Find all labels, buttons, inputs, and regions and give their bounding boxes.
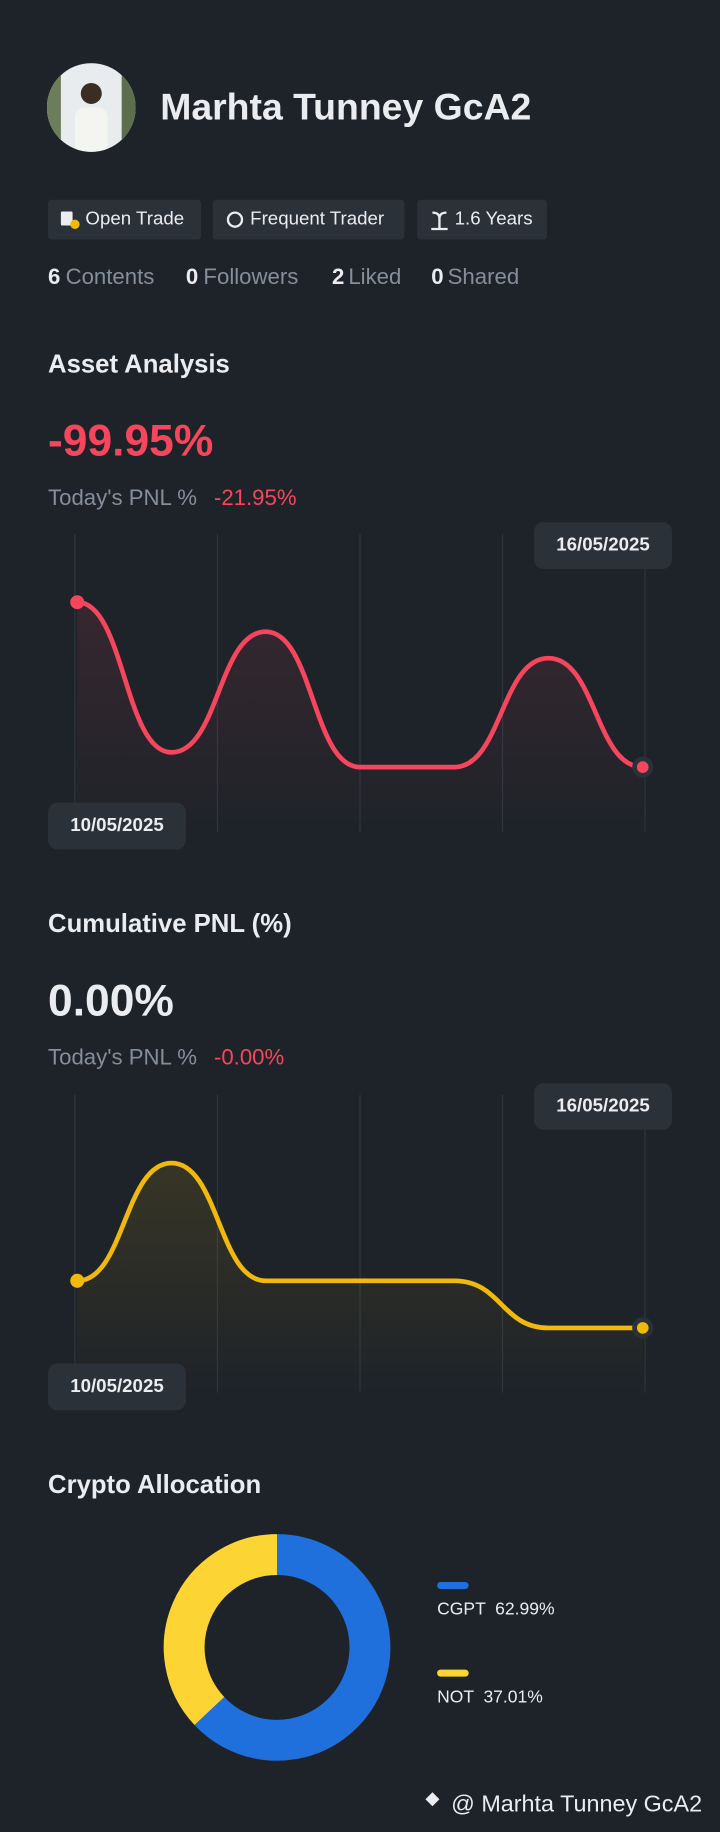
donut-segment xyxy=(163,1534,278,1726)
stat-count: 2 xyxy=(332,264,344,289)
line-area xyxy=(77,1163,643,1393)
end-point xyxy=(632,756,654,778)
tag xyxy=(212,199,405,240)
end-point xyxy=(70,1273,85,1288)
big-value: -99.95% xyxy=(48,417,213,466)
end-point xyxy=(632,1317,654,1339)
legend-label: CGPT xyxy=(437,1599,486,1619)
stat-label: Followers xyxy=(203,264,298,289)
tag xyxy=(48,199,202,240)
tag-icon xyxy=(60,211,73,226)
stat-label: Liked xyxy=(348,264,401,289)
section-title: Crypto Allocation xyxy=(48,1471,261,1499)
date-box xyxy=(534,1083,672,1130)
date-label: 10/05/2025 xyxy=(70,814,164,835)
tag-label: 1.6 Years xyxy=(455,208,533,229)
stats: 6 Contents 0 Followers 2 Liked 0 Shared xyxy=(48,264,519,289)
date-box xyxy=(48,802,186,850)
logo xyxy=(425,1792,440,1807)
big-value: 0.00% xyxy=(48,976,174,1025)
date-label: 10/05/2025 xyxy=(70,1375,164,1396)
stat-count: 0 xyxy=(186,264,198,289)
legend-swatch xyxy=(437,1581,469,1589)
tag-icon xyxy=(226,211,244,228)
legend-value: 62.99% xyxy=(495,1599,554,1619)
tag-icon xyxy=(431,211,448,231)
date-label: 16/05/2025 xyxy=(556,534,650,555)
today-label: Today's PNL % xyxy=(48,1044,197,1069)
tags: Open Trade Frequent Trader 1.6 Years xyxy=(48,199,547,240)
today-value: -0.00% xyxy=(214,1044,284,1069)
stat-label: Shared xyxy=(448,264,520,289)
tag-label: Frequent Trader xyxy=(250,208,384,229)
legend-label: NOT xyxy=(437,1686,474,1706)
end-point xyxy=(70,595,85,610)
stat-count: 0 xyxy=(431,264,443,289)
tag-label: Open Trade xyxy=(85,208,184,229)
date-label: 16/05/2025 xyxy=(556,1094,650,1115)
line-area xyxy=(77,602,643,832)
avatar xyxy=(46,63,136,152)
date-box xyxy=(48,1363,186,1411)
date-box xyxy=(534,522,672,569)
stat-label: Contents xyxy=(66,264,155,289)
footer-handle: @ Marhta Tunney GcA2 xyxy=(451,1790,702,1816)
section-title: Asset Analysis xyxy=(48,350,230,378)
profile-name: Marhta Tunney GcA2 xyxy=(160,86,531,128)
today-value: -21.95% xyxy=(214,485,297,510)
donut-segment xyxy=(194,1534,391,1761)
tag-icon xyxy=(70,219,80,229)
tag xyxy=(417,199,547,240)
legend-value: 37.01% xyxy=(483,1686,542,1706)
line xyxy=(76,599,643,770)
legend-swatch xyxy=(437,1669,469,1677)
today-label: Today's PNL % xyxy=(48,485,197,510)
section-title: Cumulative PNL (%) xyxy=(48,910,292,938)
stat-count: 6 xyxy=(48,264,60,289)
line xyxy=(76,1160,643,1331)
